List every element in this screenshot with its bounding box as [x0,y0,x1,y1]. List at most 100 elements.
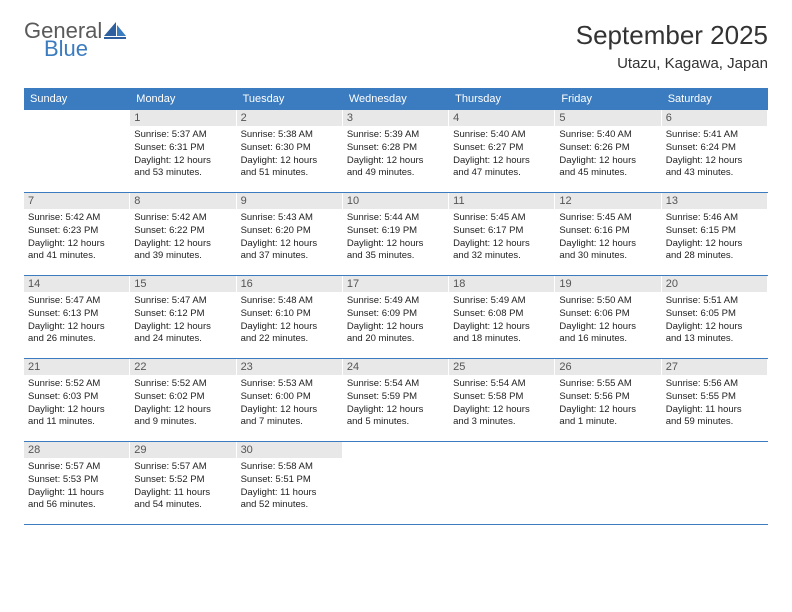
week-row: 7Sunrise: 5:42 AMSunset: 6:23 PMDaylight… [24,193,768,276]
day-info-line: Sunset: 6:20 PM [241,225,338,238]
day-number: 25 [449,359,554,375]
day-cell [343,442,449,524]
day-info-line: and 41 minutes. [28,250,125,263]
weekday-header-row: SundayMondayTuesdayWednesdayThursdayFrid… [24,88,768,110]
day-info-line: Sunset: 6:23 PM [28,225,125,238]
day-cell [555,442,661,524]
day-info-line: Sunrise: 5:54 AM [453,378,550,391]
day-cell: 5Sunrise: 5:40 AMSunset: 6:26 PMDaylight… [555,110,661,192]
day-info-line: Sunrise: 5:37 AM [134,129,231,142]
day-number: 2 [237,110,342,126]
location: Utazu, Kagawa, Japan [576,55,768,72]
weekday-tuesday: Tuesday [237,88,343,110]
day-cell: 18Sunrise: 5:49 AMSunset: 6:08 PMDayligh… [449,276,555,358]
day-info-line: Daylight: 12 hours [453,404,550,417]
day-cell: 6Sunrise: 5:41 AMSunset: 6:24 PMDaylight… [662,110,768,192]
day-info-line: Daylight: 12 hours [453,238,550,251]
day-info-line: Daylight: 12 hours [666,238,763,251]
day-cell: 7Sunrise: 5:42 AMSunset: 6:23 PMDaylight… [24,193,130,275]
day-info-line: Daylight: 12 hours [28,404,125,417]
day-info-line: Daylight: 11 hours [666,404,763,417]
day-info-line: Daylight: 12 hours [347,321,444,334]
day-number: 5 [555,110,660,126]
day-number: 8 [130,193,235,209]
day-info-line: Sunset: 6:26 PM [559,142,656,155]
day-info-line: Daylight: 12 hours [666,321,763,334]
day-info-line: Sunset: 6:05 PM [666,308,763,321]
day-info-line: Daylight: 12 hours [134,404,231,417]
day-info-line: Sunset: 6:03 PM [28,391,125,404]
day-info-line: Daylight: 12 hours [559,321,656,334]
day-info-line: Sunset: 6:17 PM [453,225,550,238]
day-cell: 25 Sunrise: 5:54 AMSunset: 5:58 PMDayligh… [449,359,555,441]
day-info-line: Sunrise: 5:48 AM [241,295,338,308]
day-info-line: Sunset: 5:59 PM [347,391,444,404]
day-cell: 19Sunrise: 5:50 AMSunset: 6:06 PMDayligh… [555,276,661,358]
day-number: 19 [555,276,660,292]
day-info-line: Sunset: 6:16 PM [559,225,656,238]
day-number: 26 [555,359,660,375]
day-cell [662,442,768,524]
day-number: 23 [237,359,342,375]
day-info-line: Daylight: 12 hours [347,238,444,251]
day-info-line: Daylight: 12 hours [28,238,125,251]
day-info-line: and 5 minutes. [347,416,444,429]
day-info-line: Sunrise: 5:40 AM [559,129,656,142]
day-info-line: and 56 minutes. [28,499,125,512]
day-info-line: and 24 minutes. [134,333,231,346]
weekday-sunday: Sunday [24,88,130,110]
day-number: 7 [24,193,129,209]
day-info-line: Daylight: 12 hours [347,404,444,417]
day-info-line: Sunset: 6:19 PM [347,225,444,238]
day-info-line: Sunset: 6:08 PM [453,308,550,321]
day-number: 16 [237,276,342,292]
day-info-line: and 49 minutes. [347,167,444,180]
title-block: September 2025 Utazu, Kagawa, Japan [576,20,768,72]
day-info-line: Sunset: 6:10 PM [241,308,338,321]
day-info-line: Sunrise: 5:40 AM [453,129,550,142]
day-info-line: and 59 minutes. [666,416,763,429]
day-number: 9 [237,193,342,209]
day-info-line: and 45 minutes. [559,167,656,180]
day-cell: 8Sunrise: 5:42 AMSunset: 6:22 PMDaylight… [130,193,236,275]
day-cell: 22Sunrise: 5:52 AMSunset: 6:02 PMDayligh… [130,359,236,441]
day-info-line: and 30 minutes. [559,250,656,263]
day-cell: 28Sunrise: 5:57 AMSunset: 5:53 PMDayligh… [24,442,130,524]
day-info-line: and 32 minutes. [453,250,550,263]
day-cell: 15Sunrise: 5:47 AMSunset: 6:12 PMDayligh… [130,276,236,358]
week-row: 28Sunrise: 5:57 AMSunset: 5:53 PMDayligh… [24,442,768,525]
weekday-monday: Monday [130,88,236,110]
day-info-line: Sunset: 6:00 PM [241,391,338,404]
day-info-line: Sunset: 6:13 PM [28,308,125,321]
day-info-line: Sunrise: 5:46 AM [666,212,763,225]
day-number: 22 [130,359,235,375]
day-number: 17 [343,276,448,292]
day-info-line: Daylight: 11 hours [28,487,125,500]
day-info-line: and 11 minutes. [28,416,125,429]
weekday-friday: Friday [555,88,661,110]
day-number: 20 [662,276,767,292]
day-info-line: Sunrise: 5:50 AM [559,295,656,308]
day-cell: 10Sunrise: 5:44 AMSunset: 6:19 PMDayligh… [343,193,449,275]
day-number: 21 [24,359,129,375]
day-cell: 24Sunrise: 5:54 AMSunset: 5:59 PMDayligh… [343,359,449,441]
day-info-line: Sunrise: 5:52 AM [134,378,231,391]
day-info-line: Sunrise: 5:38 AM [241,129,338,142]
day-info-line: Daylight: 12 hours [453,321,550,334]
day-info-line: Sunset: 6:27 PM [453,142,550,155]
day-number: 27 [662,359,767,375]
day-info-line: and 13 minutes. [666,333,763,346]
day-info-line: Sunrise: 5:58 AM [241,461,338,474]
weekday-thursday: Thursday [449,88,555,110]
day-info-line: Daylight: 12 hours [134,321,231,334]
day-info-line: Sunset: 5:58 PM [453,391,550,404]
weekday-wednesday: Wednesday [343,88,449,110]
day-cell: 23Sunrise: 5:53 AMSunset: 6:00 PMDayligh… [237,359,343,441]
day-number: 11 [449,193,554,209]
week-row: 1Sunrise: 5:37 AMSunset: 6:31 PMDaylight… [24,110,768,193]
day-cell: 12Sunrise: 5:45 AMSunset: 6:16 PMDayligh… [555,193,661,275]
day-info-line: Sunrise: 5:39 AM [347,129,444,142]
day-info-line: and 35 minutes. [347,250,444,263]
day-info-line: Sunset: 5:55 PM [666,391,763,404]
day-info-line: and 16 minutes. [559,333,656,346]
